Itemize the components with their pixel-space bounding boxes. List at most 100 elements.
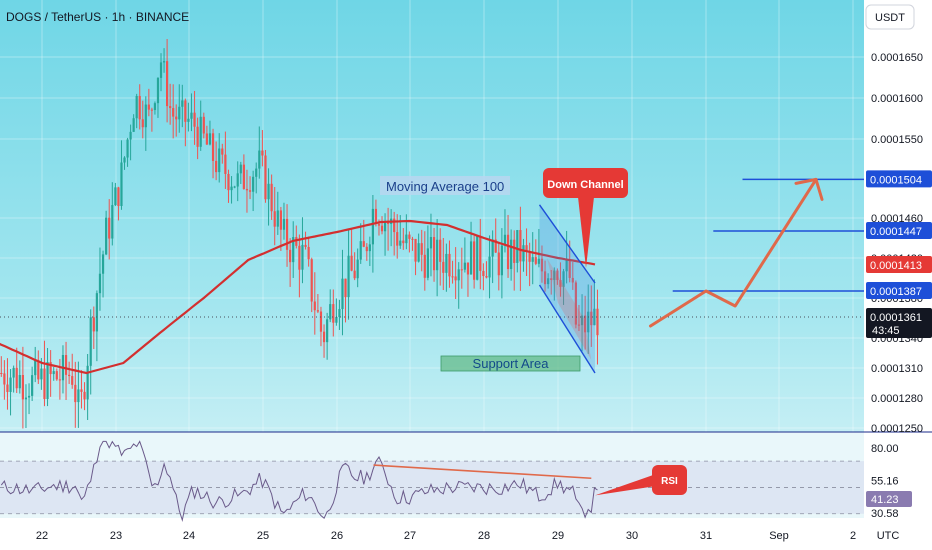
- candle-body: [166, 61, 169, 107]
- candle-body: [547, 278, 550, 285]
- candle-body: [12, 367, 15, 378]
- candle-body: [454, 276, 457, 281]
- candle-body: [111, 205, 114, 239]
- candle-body: [132, 118, 135, 132]
- candle-body: [329, 304, 332, 320]
- candle-body: [506, 234, 510, 270]
- candle-body: [326, 319, 329, 343]
- rsi-callout-pointer: [595, 474, 656, 496]
- candle-body: [282, 218, 286, 230]
- candle-body: [208, 133, 212, 145]
- candle-body: [215, 160, 218, 173]
- candle-body: [463, 262, 466, 270]
- candle-body: [261, 150, 264, 156]
- candle-body: [562, 271, 565, 287]
- candle-body: [528, 251, 531, 262]
- candle-body: [64, 355, 68, 375]
- price-tick-label: 0.0001600: [871, 93, 923, 105]
- down-channel-callout-bg: [543, 168, 628, 198]
- candle-body: [350, 255, 353, 271]
- candle-body: [553, 270, 556, 280]
- candle-body: [218, 148, 221, 173]
- candle-body: [80, 389, 83, 392]
- candle-body: [147, 104, 150, 110]
- candle-body: [267, 183, 270, 200]
- candle-body: [37, 360, 40, 380]
- candle-body: [21, 375, 24, 400]
- candle-body: [356, 259, 359, 279]
- candle-body: [405, 234, 408, 244]
- candle-body: [18, 375, 21, 389]
- price-label-badge: [866, 170, 932, 188]
- price-tick-label: 0.0001650: [871, 52, 923, 64]
- moving-average-label-bg: [380, 176, 510, 195]
- candle-body: [279, 210, 282, 230]
- candle-body: [89, 317, 92, 366]
- candle-body: [52, 371, 55, 375]
- candle-body: [175, 116, 178, 120]
- chart-overlays: Moving Average 100 Down Channel Support Ar…: [0, 168, 864, 375]
- candle-body: [245, 188, 249, 191]
- candle-body: [448, 253, 451, 277]
- candle-body: [469, 241, 473, 275]
- candle-body: [310, 259, 313, 302]
- currency-button[interactable]: USDT: [865, 4, 915, 30]
- price-label-text: 0.0001387: [870, 286, 922, 298]
- rsi-background: [0, 432, 864, 518]
- candle-body: [485, 276, 488, 278]
- down-channel-label: Down Channel: [547, 179, 623, 191]
- candle-body: [593, 308, 596, 326]
- candle-body: [423, 254, 426, 278]
- price-tick-label: 0.0001250: [871, 423, 923, 435]
- candle-body: [6, 384, 9, 392]
- timezone-label[interactable]: UTC: [877, 530, 900, 542]
- candle-body: [587, 311, 590, 333]
- candle-body: [307, 246, 310, 260]
- candle-body: [393, 218, 396, 233]
- candle-body: [71, 376, 74, 385]
- time-tick-label: 27: [404, 530, 416, 542]
- candle-body: [590, 311, 593, 326]
- candle-body: [335, 317, 338, 323]
- candle-body: [319, 311, 323, 332]
- candle-body: [411, 238, 414, 240]
- candle-body: [255, 168, 258, 177]
- candle-body: [332, 304, 335, 323]
- candle-body: [273, 211, 276, 227]
- candle-body: [221, 148, 224, 155]
- time-axis: 22 23 24 25 26 27 28 29 30 31 Sep 2: [36, 530, 856, 542]
- price-label-badge: [866, 256, 932, 273]
- candle-body: [224, 154, 227, 174]
- candle-body: [114, 187, 117, 206]
- support-area-label: Support Area: [473, 356, 550, 371]
- candle-body: [540, 258, 544, 272]
- candle-body: [466, 262, 470, 275]
- candle-body: [270, 183, 273, 212]
- candle-body: [494, 239, 497, 253]
- candle-body: [338, 309, 341, 318]
- candle-body: [196, 126, 199, 147]
- candle-body: [584, 315, 587, 333]
- candle-body: [298, 245, 301, 270]
- price-tick-label: 0.0001280: [871, 393, 923, 405]
- candle-body: [248, 190, 252, 192]
- candle-body: [565, 259, 568, 272]
- candle-body: [34, 360, 37, 376]
- candle-body: [488, 256, 491, 278]
- candle-body: [500, 245, 503, 276]
- candle-body: [43, 368, 46, 399]
- price-label-badge: [866, 282, 932, 299]
- candle-body: [236, 173, 239, 187]
- candle-body: [83, 391, 86, 400]
- countdown-label: 43:45: [872, 325, 900, 337]
- candle-body: [439, 239, 442, 262]
- candle-body: [211, 133, 215, 161]
- candle-body: [429, 237, 433, 249]
- candle-body: [577, 324, 581, 326]
- candle-body: [316, 310, 319, 312]
- candle-body: [108, 217, 111, 239]
- candle-body: [153, 103, 157, 111]
- candle-body: [359, 241, 362, 260]
- candle-body: [476, 235, 479, 280]
- channel-decline-zone: [546, 258, 592, 360]
